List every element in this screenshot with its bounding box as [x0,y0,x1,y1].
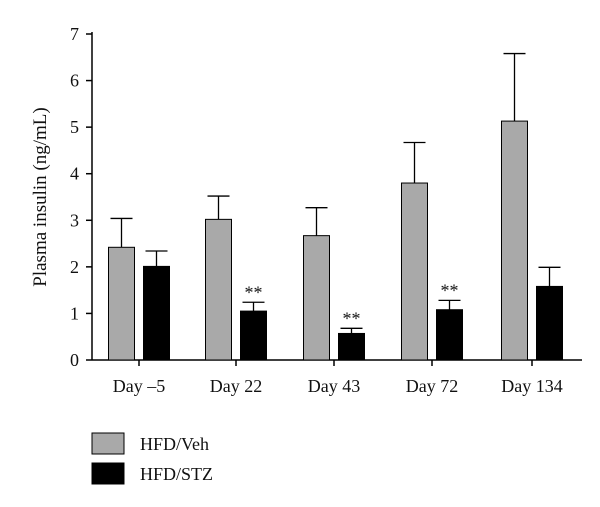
y-tick-label: 4 [70,164,79,184]
y-tick-label: 5 [70,117,79,137]
x-tick-label: Day –5 [113,376,166,396]
y-tick-label: 1 [70,303,79,323]
bar [143,265,170,361]
y-tick-label: 3 [70,210,79,230]
y-tick-label: 7 [70,24,79,44]
legend: HFD/Veh HFD/STZ [91,432,213,485]
bar [536,285,563,361]
bar [303,235,330,361]
y-axis-label: Plasma insulin (ng/mL) [30,107,51,286]
x-tick-label: Day 22 [210,376,263,396]
y-tick-label: 2 [70,257,79,277]
significance-label: ** [441,280,459,300]
bar [240,310,267,361]
bar [205,218,232,361]
bar [108,246,135,361]
legend-swatch-hfd-veh [91,432,125,455]
legend-label-hfd-stz: HFD/STZ [140,464,213,484]
bar [401,182,428,361]
legend-swatch-hfd-stz [91,462,125,485]
significance-label: ** [245,282,263,302]
x-tick-label: Day 134 [501,376,563,396]
x-tick-label: Day 43 [308,376,361,396]
y-tick-label: 0 [70,350,79,370]
y-tick-label: 6 [70,71,79,91]
legend-label-hfd-veh: HFD/Veh [140,434,209,454]
bar [338,332,365,361]
bar [436,309,463,361]
x-tick-label: Day 72 [406,376,459,396]
plot-area: 0 1 2 3 4 5 6 7 Day –5 Day 22 ** Day 43 ** Day 72 ** Da… [70,24,582,396]
bar [501,120,528,361]
significance-label: ** [343,308,361,328]
